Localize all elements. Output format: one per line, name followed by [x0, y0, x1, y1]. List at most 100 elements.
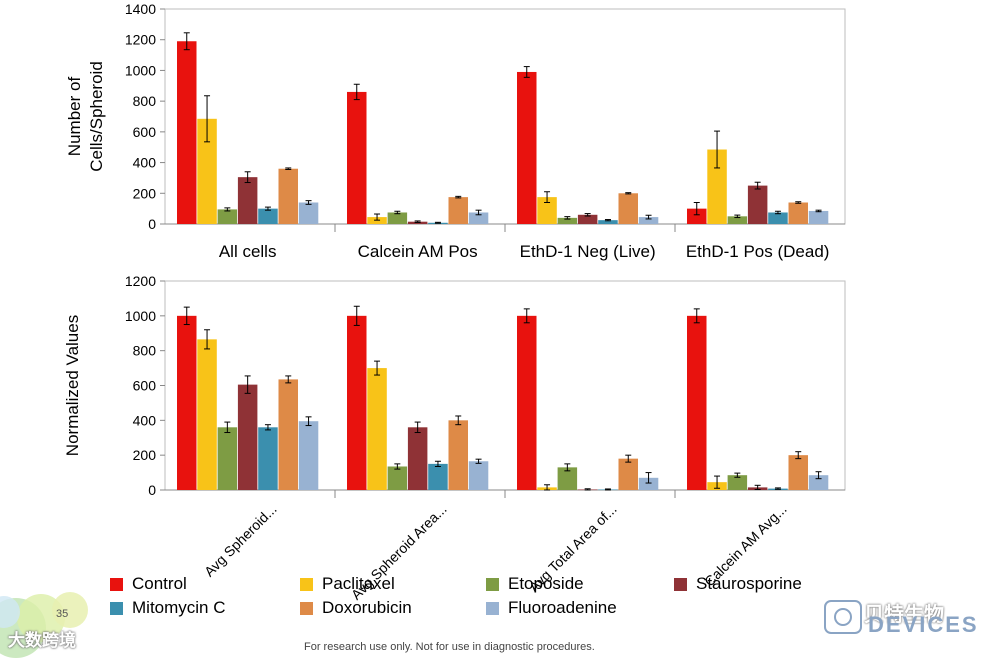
y-tick-label: 1400: [125, 1, 156, 17]
y-tick-label: 0: [148, 482, 156, 498]
bar-mitomycin-c: [598, 220, 618, 224]
legend-label: Doxorubicin: [322, 598, 412, 617]
bar-doxorubicin: [618, 193, 638, 224]
bar-doxorubicin: [278, 379, 298, 490]
y-axis-label-line: Normalized Values: [63, 315, 82, 456]
y-axis-label: Normalized Values: [63, 315, 82, 456]
bar-mitomycin-c: [258, 427, 278, 490]
y-tick-label: 600: [133, 378, 157, 394]
legend-swatch: [486, 601, 499, 615]
bar-control: [177, 41, 197, 224]
y-axis-label: Number of Cells/Spheroid: [65, 61, 106, 172]
bar-etoposide: [387, 466, 408, 490]
bar-mitomycin-c: [258, 208, 278, 224]
bar-etoposide: [217, 209, 238, 224]
legend-swatch: [110, 601, 123, 615]
bar-staurosporine: [237, 384, 258, 490]
legend-swatch: [300, 601, 313, 615]
bar-fluoroadenine: [468, 212, 489, 224]
bar-paclitaxel: [707, 149, 727, 224]
bar-staurosporine: [237, 177, 258, 224]
legend-item-doxorubicin: Doxorubicin: [300, 598, 412, 618]
y-tick-label: 400: [133, 155, 157, 171]
bar-fluoroadenine: [298, 202, 319, 224]
bar-control: [177, 315, 197, 490]
bar-control: [347, 315, 367, 490]
x-category-label: EthD-1 Pos (Dead): [686, 242, 830, 261]
bar-doxorubicin: [448, 420, 468, 490]
legend-label: Fluoroadenine: [508, 598, 617, 617]
bar-paclitaxel: [367, 368, 387, 490]
bar-staurosporine: [407, 427, 428, 490]
footer-disclaimer: For research use only. Not for use in di…: [304, 641, 595, 653]
legend-swatch: [300, 577, 313, 591]
slide-number: 35: [56, 608, 69, 620]
bar-control: [347, 91, 367, 224]
y-tick-label: 200: [133, 185, 157, 201]
x-category-label: All cells: [219, 242, 277, 261]
bar-fluoroadenine: [638, 477, 659, 490]
legend-swatch: [110, 577, 123, 591]
bar-paclitaxel: [197, 118, 217, 224]
bar-control: [517, 71, 537, 224]
y-tick-label: 1200: [125, 32, 156, 48]
plot-frame: [164, 8, 846, 225]
legend-item-staurosporine: Staurosporine: [674, 574, 802, 594]
bar-paclitaxel: [537, 197, 557, 224]
x-category-label: Avg Spheroid...: [201, 501, 280, 580]
bar-staurosporine: [577, 214, 598, 224]
decorative-circles: [0, 588, 96, 658]
bar-control: [517, 315, 537, 490]
bar-fluoroadenine: [468, 461, 489, 490]
legend-item-mitomycin-c: Mitomycin C: [110, 598, 226, 618]
bar-control: [687, 208, 707, 224]
y-tick-label: 800: [133, 343, 157, 359]
bar-doxorubicin: [278, 168, 298, 224]
legend-label: Mitomycin C: [132, 598, 226, 617]
bar-etoposide: [557, 467, 578, 490]
watermark-right: 贝特生物: [864, 604, 944, 626]
bar-doxorubicin: [448, 197, 468, 224]
y-tick-label: 1200: [125, 273, 156, 289]
legend-label: Staurosporine: [696, 574, 802, 593]
watermark-left: 大数跨境: [8, 631, 76, 650]
bar-mitomycin-c: [428, 463, 448, 490]
bar-doxorubicin: [618, 458, 638, 490]
legend-swatch: [674, 577, 687, 591]
bar-etoposide: [727, 216, 748, 224]
bar-etoposide: [727, 475, 748, 490]
legend-label: Paclitaxel: [322, 574, 395, 593]
y-tick-label: 1000: [125, 308, 156, 324]
y-axis-label-line: Number of: [65, 77, 84, 157]
legend-item-etoposide: Etoposide: [486, 574, 584, 594]
legend-item-paclitaxel: Paclitaxel: [300, 574, 395, 594]
bar-fluoroadenine: [808, 475, 829, 490]
y-axis-label-line: Cells/Spheroid: [87, 61, 106, 172]
y-tick-label: 600: [133, 124, 157, 140]
bar-etoposide: [217, 427, 238, 490]
bar-etoposide: [387, 212, 408, 224]
bar-fluoroadenine: [638, 217, 659, 224]
bar-fluoroadenine: [298, 421, 319, 490]
bar-mitomycin-c: [768, 212, 788, 224]
y-tick-label: 200: [133, 447, 157, 463]
legend-label: Control: [132, 574, 187, 593]
y-tick-label: 1000: [125, 62, 156, 78]
logo-text: DEVICES: [868, 612, 979, 637]
bar-staurosporine: [747, 185, 768, 224]
bar-doxorubicin: [788, 202, 808, 224]
bar-control: [687, 315, 707, 490]
x-category-label: EthD-1 Neg (Live): [520, 242, 656, 261]
y-tick-label: 800: [133, 93, 157, 109]
bar-paclitaxel: [197, 339, 217, 490]
bar-fluoroadenine: [808, 210, 829, 224]
x-category-label: Calcein AM Pos: [358, 242, 478, 261]
legend-label: Etoposide: [508, 574, 584, 593]
y-tick-label: 0: [148, 216, 156, 232]
bar-etoposide: [557, 217, 578, 224]
legend-item-fluoroadenine: Fluoroadenine: [486, 598, 617, 618]
y-tick-label: 400: [133, 412, 157, 428]
logo-icon: [824, 600, 862, 634]
legend-item-control: Control: [110, 574, 187, 594]
